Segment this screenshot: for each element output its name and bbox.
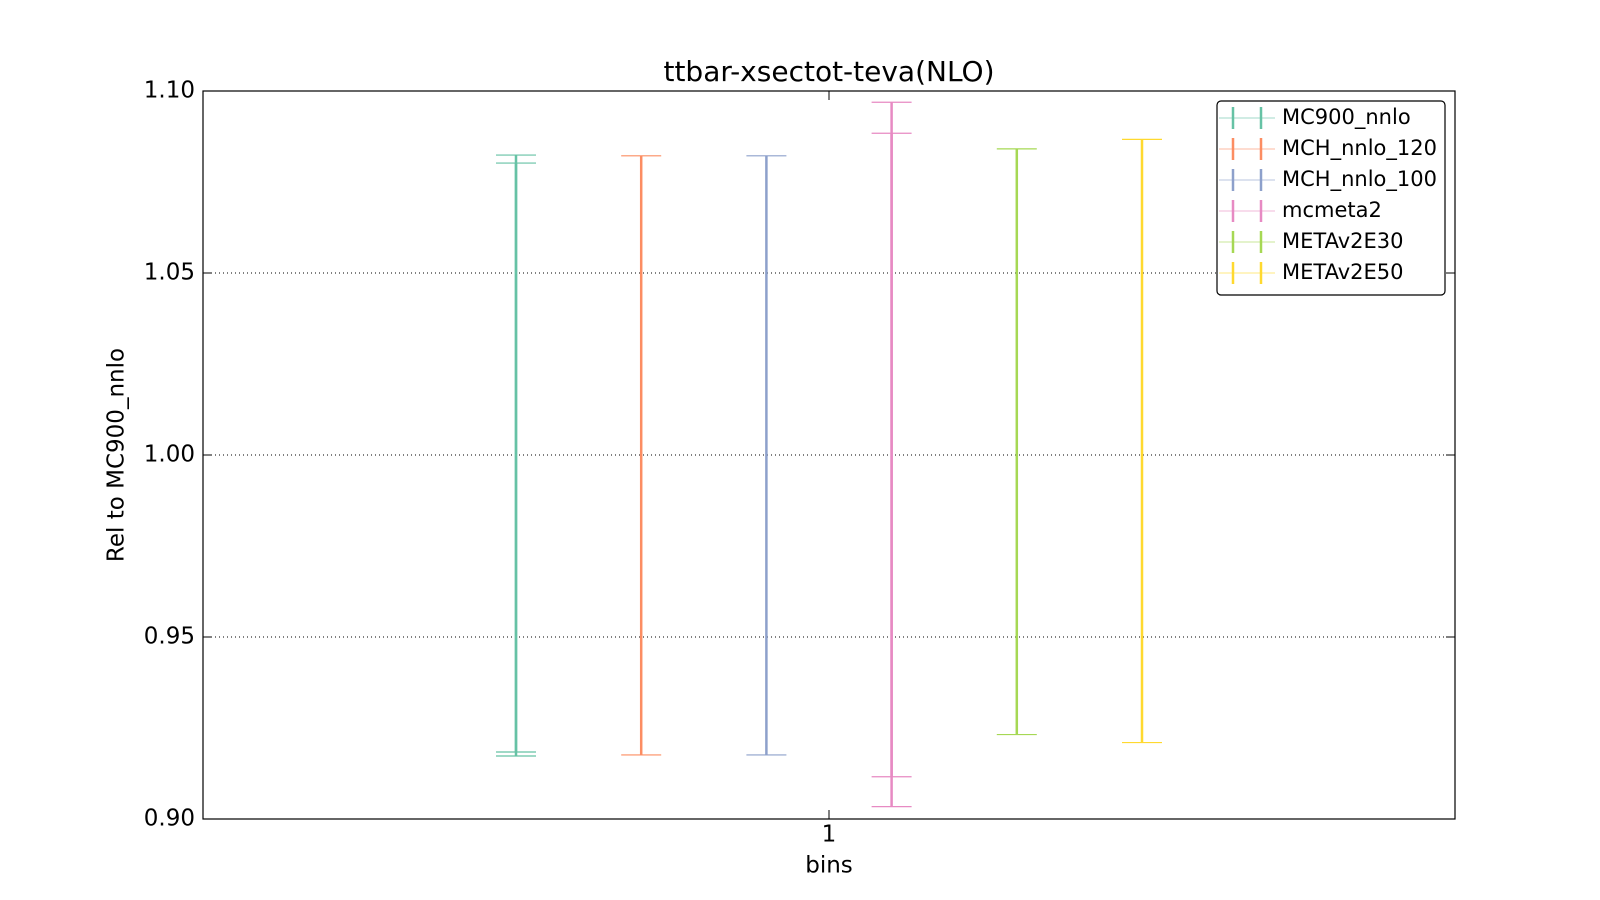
legend-label: mcmeta2 (1282, 198, 1382, 222)
x-axis-label: bins (805, 853, 853, 879)
y-tick-label: 1.05 (144, 260, 195, 286)
y-tick-label: 0.90 (144, 806, 195, 832)
x-tick-label: 1 (822, 822, 837, 848)
y-tick-label: 0.95 (144, 624, 195, 650)
legend-label: MCH_nnlo_120 (1282, 136, 1437, 161)
legend-label: METAv2E30 (1282, 229, 1404, 253)
legend-label: MCH_nnlo_100 (1282, 167, 1437, 192)
y-tick-label: 1.00 (144, 442, 195, 468)
plot-frame (202, 90, 1456, 820)
chart-title: ttbar-xsectot-teva(NLO) (663, 55, 994, 88)
y-tick-label: 1.10 (144, 78, 195, 104)
legend-label: MC900_nnlo (1282, 105, 1411, 130)
y-axis-label: Rel to MC900_nnlo (104, 348, 130, 562)
legend-label: METAv2E50 (1282, 260, 1404, 284)
